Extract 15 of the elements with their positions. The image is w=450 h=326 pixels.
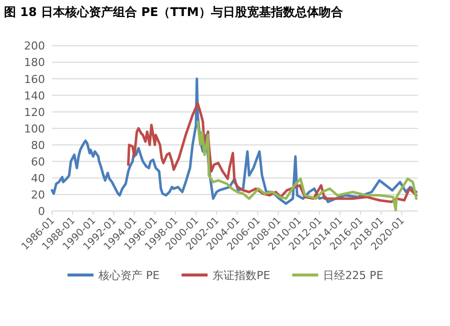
legend-label: 核心资产 PE [98,269,160,282]
y-tick-label: 40 [31,172,45,185]
legend-label: 日经225 PE [323,269,384,282]
y-tick-label: 0 [38,205,45,218]
y-tick-label: 80 [31,138,45,152]
y-tick-label: 60 [31,155,45,168]
y-tick-label: 100 [24,122,45,136]
y-tick-label: 180 [24,56,45,70]
y-tick-label: 140 [24,89,45,102]
legend-label: 东证指数PE [212,269,270,282]
y-tick-label: 120 [24,106,45,119]
y-tick-label: 160 [24,72,45,86]
y-tick-label: 200 [24,40,45,53]
chart-title: 图 18 日本核心资产组合 PE（TTM）与日股宽基指数总体吻合 [4,5,344,19]
y-tick-label: 20 [31,188,45,202]
